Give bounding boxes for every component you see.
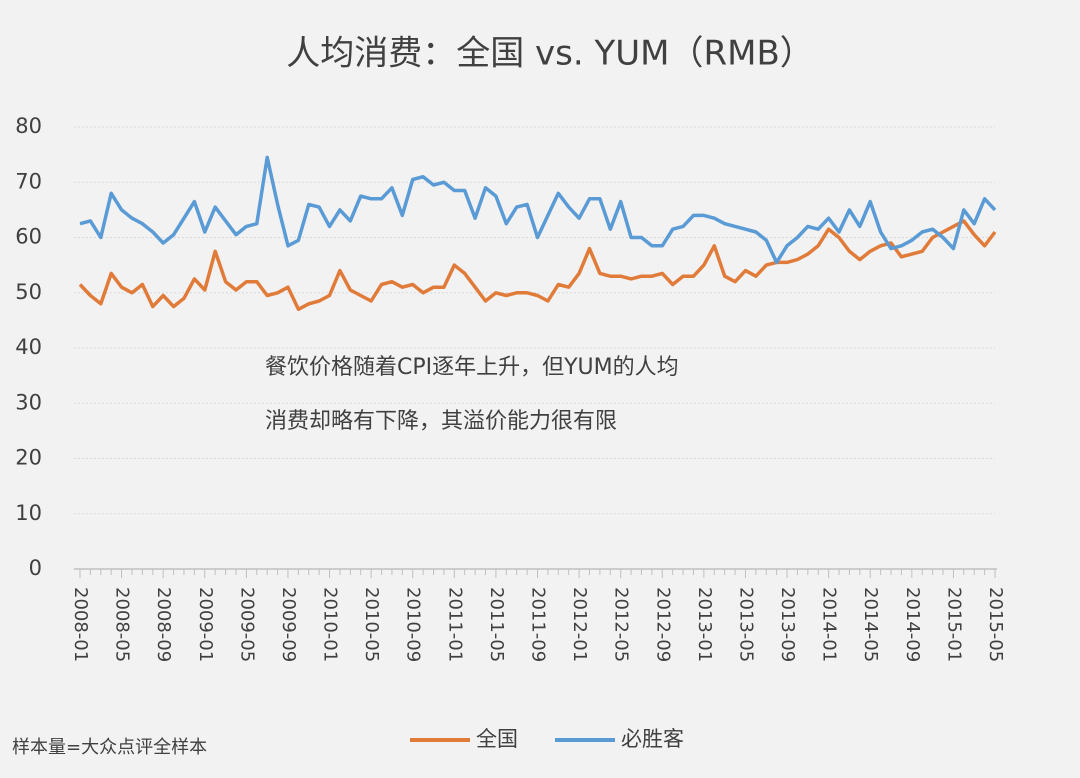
x-tick-label: 2009-01 xyxy=(195,587,216,662)
x-tick-label: 2008-09 xyxy=(153,587,174,662)
chart-title: 人均消费：全国 vs. YUM（RMB） xyxy=(286,34,814,74)
x-tick-label: 2011-05 xyxy=(486,587,507,662)
x-tick-label: 2013-05 xyxy=(735,587,756,662)
x-tick-label: 2010-09 xyxy=(403,587,424,662)
x-tick-label: 2013-01 xyxy=(694,587,715,662)
x-tick-label: 2015-01 xyxy=(943,587,964,662)
annotation: 消费却略有下降，其溢价能力很有限 xyxy=(265,409,617,434)
y-tick-label: 20 xyxy=(15,446,42,470)
y-tick-label: 60 xyxy=(15,225,42,249)
data-line xyxy=(78,219,997,312)
x-tick-label: 2012-05 xyxy=(611,587,632,662)
y-tick-label: 10 xyxy=(15,501,42,525)
legend-label: 全国 xyxy=(476,727,518,751)
footnote: 样本量=大众点评全样本 xyxy=(12,737,207,758)
y-tick-label: 30 xyxy=(15,390,42,414)
y-tick-label: 80 xyxy=(15,114,42,138)
x-tick-label: 2010-01 xyxy=(320,587,341,662)
y-tick-label: 70 xyxy=(15,169,42,193)
x-tick-label: 2012-01 xyxy=(569,587,590,662)
annotation: 餐饮价格随着CPI逐年上升，但YUM的人均 xyxy=(265,355,679,380)
x-tick-label: 2013-09 xyxy=(777,587,798,662)
x-tick-label: 2009-09 xyxy=(278,587,299,662)
data-line xyxy=(79,155,997,265)
y-tick-label: 40 xyxy=(15,335,42,359)
y-tick-label: 0 xyxy=(29,556,42,580)
x-tick-label: 2008-01 xyxy=(70,587,91,662)
x-tick-label: 2011-01 xyxy=(444,587,465,662)
legend-label: 必胜客 xyxy=(621,727,684,751)
x-tick-label: 2010-05 xyxy=(361,587,382,662)
x-tick-label: 2011-09 xyxy=(528,587,549,662)
x-tick-label: 2008-05 xyxy=(112,587,133,662)
x-tick-label: 2014-01 xyxy=(819,587,840,662)
x-tick-label: 2012-09 xyxy=(652,587,673,662)
x-tick-label: 2009-05 xyxy=(236,587,257,662)
x-tick-label: 2015-05 xyxy=(985,587,1006,662)
x-tick-label: 2014-05 xyxy=(860,587,881,662)
y-tick-label: 50 xyxy=(15,280,42,304)
x-tick-label: 2014-09 xyxy=(902,587,923,662)
